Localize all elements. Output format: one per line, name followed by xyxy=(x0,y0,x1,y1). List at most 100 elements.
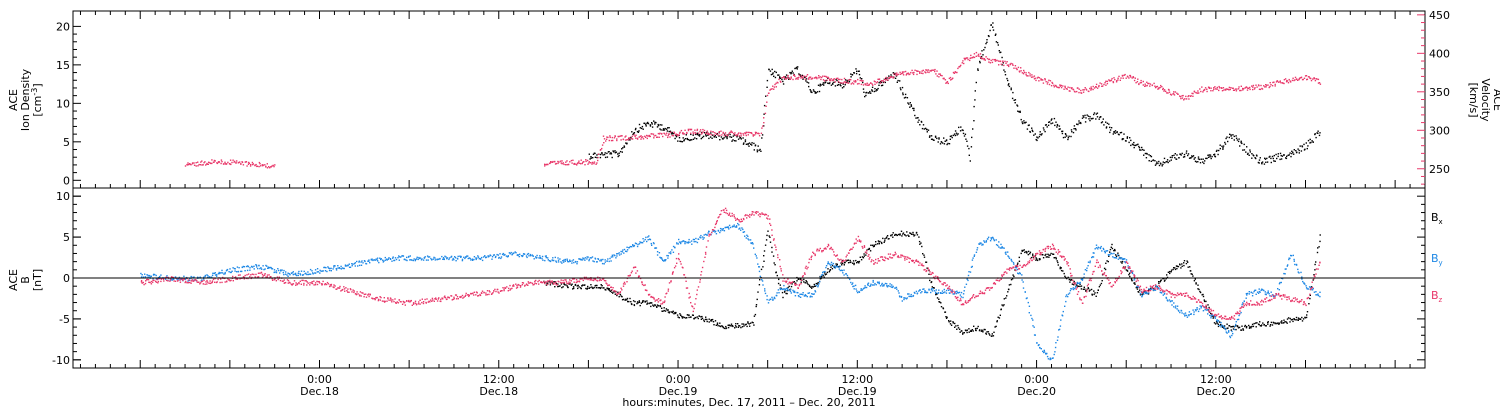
velocity-series-1-point xyxy=(1258,85,1260,87)
imf-series-0-point xyxy=(621,299,624,301)
imf-series-2-point xyxy=(373,298,376,300)
imf-series-0-point xyxy=(1035,257,1037,259)
imf-series-1-point xyxy=(998,241,1000,243)
imf-series-1-point xyxy=(1231,330,1233,333)
imf-series-1-point xyxy=(1146,292,1148,294)
imf-series-0-point xyxy=(657,305,660,307)
velocity-series-1-point xyxy=(1274,85,1276,87)
imf-series-2-point xyxy=(327,283,330,285)
density-series-0-point xyxy=(732,139,734,141)
density-series-0-point xyxy=(915,117,917,119)
velocity-series-1-point xyxy=(906,72,909,75)
imf-series-0-point xyxy=(894,234,896,236)
imf-series-2-point xyxy=(476,292,478,294)
density-series-0-point xyxy=(954,130,957,132)
velocity-series-1-point xyxy=(1098,84,1100,87)
imf-series-1-point xyxy=(339,267,341,270)
imf-series-1-point xyxy=(968,271,970,273)
imf-series-0-point xyxy=(842,262,844,265)
density-series-0-point xyxy=(1070,129,1073,131)
imf-series-0-point xyxy=(1094,292,1096,294)
density-series-0-point xyxy=(819,83,821,85)
imf-series-1-point xyxy=(788,289,790,292)
imf-series-2-point xyxy=(461,294,464,297)
velocity-series-1-point xyxy=(1196,92,1198,94)
imf-series-1-point xyxy=(293,273,295,275)
imf-series-1-point xyxy=(536,256,538,259)
imf-series-1-point xyxy=(262,265,264,267)
imf-series-2-point xyxy=(560,279,562,281)
density-series-0-point xyxy=(1159,162,1162,164)
density-series-0-point xyxy=(1014,102,1016,104)
velocity-series-1-point xyxy=(837,77,839,79)
density-series-0-point xyxy=(973,105,975,108)
imf-series-1-point xyxy=(1225,331,1227,333)
imf-series-0-point xyxy=(914,234,916,236)
velocity-series-1-point xyxy=(1025,74,1027,76)
imf-series-0-point xyxy=(639,304,641,307)
density-series-0-point xyxy=(1004,71,1006,73)
imf-series-0-point xyxy=(626,299,628,301)
density-series-0-point xyxy=(1192,155,1195,157)
imf-series-1-point xyxy=(1155,285,1157,288)
imf-series-0-point xyxy=(1136,286,1139,289)
velocity-series-1-point xyxy=(1035,79,1037,82)
density-series-0-point xyxy=(1191,156,1194,158)
imf-series-0-point xyxy=(1109,251,1111,253)
velocity-series-1-point xyxy=(1282,82,1284,84)
imf-series-1-point xyxy=(141,274,143,276)
imf-series-2-point xyxy=(299,280,301,282)
density-series-0-point xyxy=(1141,148,1144,151)
imf-series-0-point xyxy=(1026,252,1028,254)
imf-series-2-point xyxy=(202,283,204,285)
imf-series-0-point xyxy=(779,284,781,286)
imf-series-1-point xyxy=(499,253,501,255)
imf-series-1-point xyxy=(1076,283,1078,285)
imf-series-1-point xyxy=(680,242,682,245)
density-series-0-point xyxy=(1058,128,1060,130)
imf-series-1-point xyxy=(1027,301,1029,304)
density-series-0-point xyxy=(1209,154,1212,156)
density-series-0-point xyxy=(1224,143,1227,145)
velocity-series-1-point xyxy=(773,88,775,90)
imf-series-1-point xyxy=(1103,248,1105,251)
velocity-series-1-point xyxy=(919,72,921,74)
velocity-series-1-point xyxy=(982,57,984,60)
density-series-0-point xyxy=(1246,153,1249,155)
imf-series-1-point xyxy=(811,293,813,295)
imf-series-1-point xyxy=(688,238,690,241)
density-series-0-point xyxy=(733,134,736,136)
velocity-series-1-point xyxy=(671,134,673,137)
density-series-0-point xyxy=(788,78,790,80)
velocity-series-1-point xyxy=(550,161,552,163)
imf-series-0-point xyxy=(974,327,977,330)
velocity-series-1-point xyxy=(1149,83,1152,85)
density-series-0-point xyxy=(812,89,815,91)
density-series-0-point xyxy=(1146,153,1148,155)
imf-series-1-point xyxy=(241,270,243,273)
density-series-0-point xyxy=(969,160,971,162)
imf-series-0-point xyxy=(962,333,964,335)
velocity-series-1-point xyxy=(1038,80,1040,82)
velocity-series-1-point xyxy=(843,81,846,83)
density-series-0-point xyxy=(736,136,738,138)
imf-series-2-point xyxy=(547,281,549,283)
density-series-0-point xyxy=(1261,163,1263,165)
density-series-0-point xyxy=(763,125,765,127)
imf-series-0-point xyxy=(875,243,877,246)
imf-series-2-point xyxy=(333,286,335,289)
velocity-series-1-point xyxy=(646,137,648,140)
imf-series-2-point xyxy=(362,292,364,294)
density-series-0-point xyxy=(977,69,979,71)
imf-series-0-point xyxy=(1135,286,1137,289)
density-series-0-point xyxy=(930,138,933,140)
density-series-0-point xyxy=(730,136,733,138)
velocity-series-1-point xyxy=(737,133,739,135)
velocity-series-1-point xyxy=(684,129,686,131)
imf-series-1-point xyxy=(1089,261,1091,264)
density-series-0-point xyxy=(1213,153,1216,155)
velocity-series-1-point xyxy=(1029,73,1031,75)
velocity-series-1-point xyxy=(960,64,962,67)
imf-series-0-point xyxy=(727,324,729,326)
imf-series-0-point xyxy=(1080,288,1083,290)
